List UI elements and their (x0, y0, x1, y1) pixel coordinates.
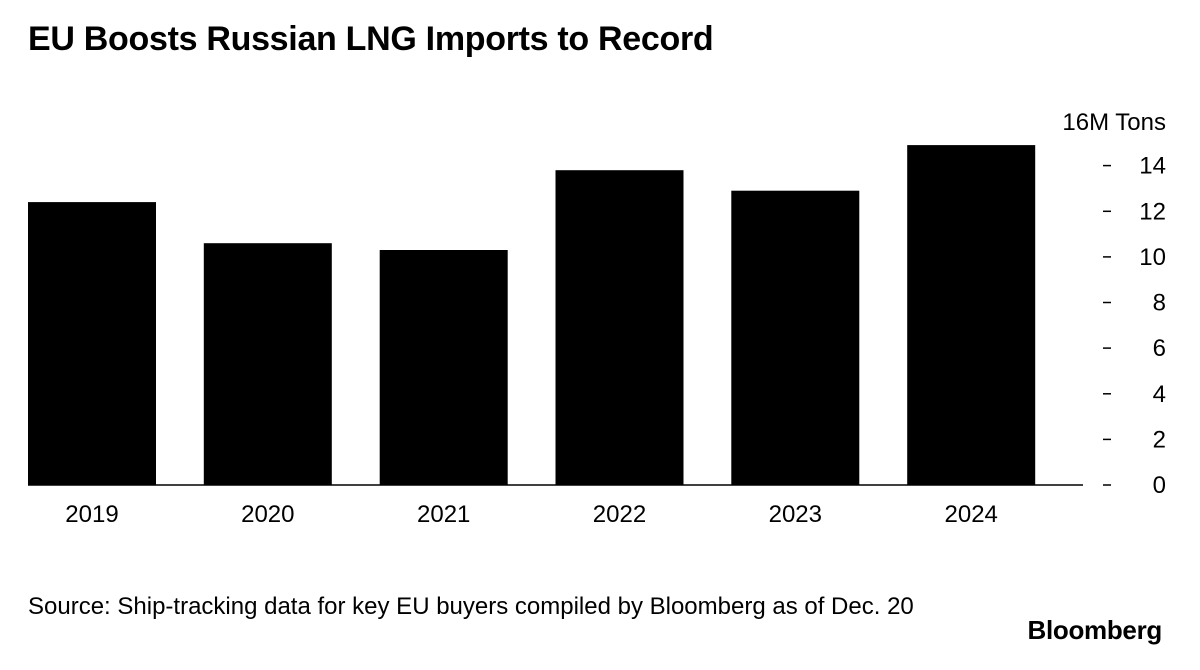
x-tick-label: 2021 (417, 501, 470, 528)
x-tick-label: 2020 (241, 501, 294, 528)
bar-2024 (907, 145, 1036, 485)
y-tick-label: 10 (1139, 244, 1166, 271)
bar-2019 (28, 202, 156, 485)
bar-2021 (379, 250, 508, 485)
x-tick-label: 2019 (65, 501, 118, 528)
y-axis-unit-label: 16M Tons (1062, 109, 1166, 136)
source-note: Source: Ship-tracking data for key EU bu… (28, 593, 914, 620)
y-tick-label: 0 (1153, 472, 1166, 499)
bar-2023 (731, 190, 860, 485)
bar-2020 (203, 243, 332, 485)
bar-chart: 2019 2020 2021 2022 2023 2024 0 2 4 6 8 10 12 14 16M T… (28, 109, 1166, 528)
y-tick-label: 8 (1153, 290, 1166, 317)
y-tick-label: 14 (1139, 153, 1166, 180)
x-tick-label: 2023 (769, 501, 822, 528)
y-tick-label: 12 (1139, 198, 1166, 225)
bloomberg-logo: Bloomberg (1027, 615, 1162, 645)
x-tick-label: 2022 (593, 501, 646, 528)
chart-title: EU Boosts Russian LNG Imports to Record (28, 20, 714, 58)
y-tick-label: 2 (1153, 426, 1166, 453)
y-tick-label: 6 (1153, 335, 1166, 362)
bar-2022 (555, 170, 684, 485)
y-tick-label: 4 (1153, 381, 1166, 408)
x-tick-label: 2024 (945, 501, 998, 528)
